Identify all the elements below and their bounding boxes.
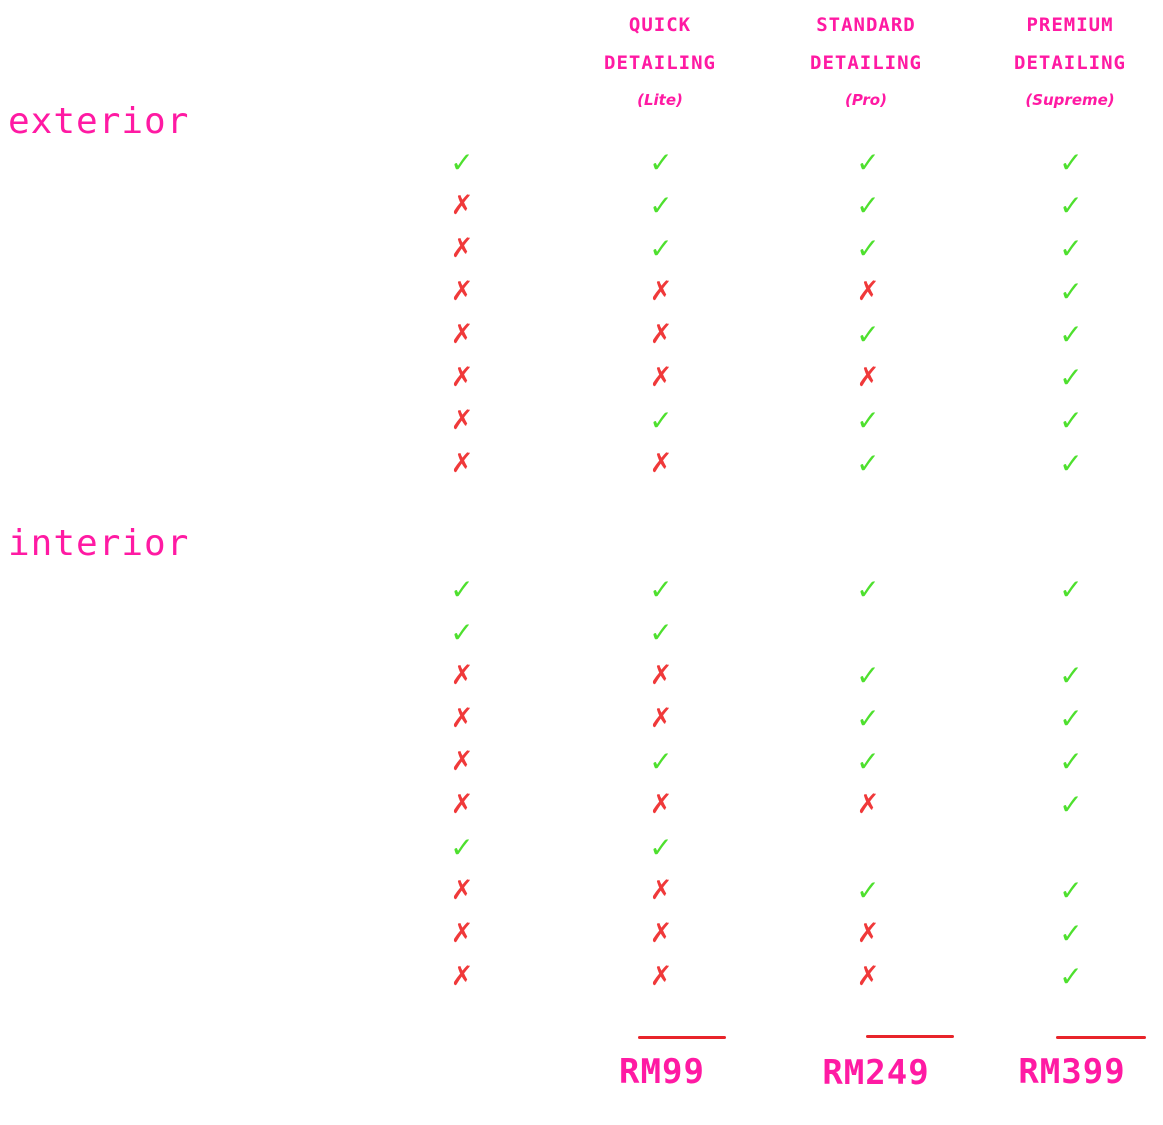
check-icon: ✓: [856, 874, 880, 907]
cross-icon: ✗: [649, 961, 673, 992]
cross-icon: ✗: [450, 789, 474, 820]
check-icon: ✓: [450, 146, 474, 179]
check-icon: ✓: [856, 232, 880, 265]
check-icon: ✓: [856, 702, 880, 735]
check-icon: ✓: [450, 831, 474, 864]
check-icon: ✓: [649, 404, 673, 437]
tier-subtitle: (Pro): [845, 91, 887, 109]
tier-type: DETAILING: [1014, 52, 1126, 74]
cross-icon: ✗: [450, 319, 474, 350]
check-icon: ✓: [856, 146, 880, 179]
tier-name: PREMIUM: [1026, 14, 1114, 36]
cross-icon: ✗: [450, 875, 474, 906]
cross-icon: ✗: [649, 362, 673, 393]
tier-header-standard: STANDARD DETAILING (Pro): [766, 6, 966, 120]
check-icon: ✓: [649, 232, 673, 265]
cross-icon: ✗: [856, 789, 880, 820]
check-icon: ✓: [856, 404, 880, 437]
section-title-interior: interior: [8, 523, 190, 564]
check-icon: ✓: [1059, 404, 1083, 437]
cross-icon: ✗: [649, 875, 673, 906]
check-icon: ✓: [649, 616, 673, 649]
check-icon: ✓: [649, 573, 673, 606]
cross-icon: ✗: [450, 405, 474, 436]
cross-icon: ✗: [649, 789, 673, 820]
check-icon: ✓: [1059, 917, 1083, 950]
check-icon: ✓: [649, 189, 673, 222]
cross-icon: ✗: [649, 660, 673, 691]
price-underline: [866, 1035, 954, 1038]
price-underline: [1056, 1036, 1146, 1039]
tier-subtitle: (Supreme): [1025, 91, 1115, 109]
check-icon: ✓: [856, 447, 880, 480]
check-icon: ✓: [856, 189, 880, 222]
check-icon: ✓: [1059, 361, 1083, 394]
cross-icon: ✗: [450, 233, 474, 264]
check-icon: ✓: [856, 745, 880, 778]
check-icon: ✓: [1059, 232, 1083, 265]
check-icon: ✓: [1059, 275, 1083, 308]
tier-type: DETAILING: [604, 52, 716, 74]
price-underline: [638, 1036, 726, 1039]
cross-icon: ✗: [649, 319, 673, 350]
check-icon: ✓: [856, 318, 880, 351]
tier-header-premium: PREMIUM DETAILING (Supreme): [970, 6, 1163, 120]
check-icon: ✓: [1059, 702, 1083, 735]
price-quick: RM99: [619, 1052, 705, 1092]
check-icon: ✓: [649, 146, 673, 179]
tier-type: DETAILING: [810, 52, 922, 74]
tier-subtitle: (Lite): [637, 91, 683, 109]
cross-icon: ✗: [450, 961, 474, 992]
cross-icon: ✗: [450, 918, 474, 949]
check-icon: ✓: [1059, 573, 1083, 606]
price-standard: RM249: [822, 1053, 930, 1093]
cross-icon: ✗: [450, 703, 474, 734]
check-icon: ✓: [1059, 960, 1083, 993]
check-icon: ✓: [1059, 146, 1083, 179]
check-icon: ✓: [1059, 189, 1083, 222]
check-icon: ✓: [649, 745, 673, 778]
tier-name: STANDARD: [816, 14, 916, 36]
check-icon: ✓: [649, 831, 673, 864]
cross-icon: ✗: [649, 448, 673, 479]
check-icon: ✓: [856, 659, 880, 692]
cross-icon: ✗: [450, 276, 474, 307]
check-icon: ✓: [450, 573, 474, 606]
check-icon: ✓: [1059, 318, 1083, 351]
check-icon: ✓: [1059, 788, 1083, 821]
cross-icon: ✗: [856, 961, 880, 992]
check-icon: ✓: [1059, 874, 1083, 907]
price-premium: RM399: [1018, 1052, 1126, 1092]
check-icon: ✓: [856, 573, 880, 606]
section-title-exterior: exterior: [8, 101, 190, 142]
cross-icon: ✗: [450, 746, 474, 777]
cross-icon: ✗: [649, 703, 673, 734]
cross-icon: ✗: [856, 362, 880, 393]
cross-icon: ✗: [450, 660, 474, 691]
tier-name: QUICK: [628, 14, 692, 36]
tier-header-quick: QUICK DETAILING (Lite): [560, 6, 760, 120]
check-icon: ✓: [1059, 659, 1083, 692]
cross-icon: ✗: [450, 190, 474, 221]
cross-icon: ✗: [856, 276, 880, 307]
cross-icon: ✗: [450, 362, 474, 393]
cross-icon: ✗: [649, 918, 673, 949]
check-icon: ✓: [1059, 447, 1083, 480]
check-icon: ✓: [1059, 745, 1083, 778]
check-icon: ✓: [450, 616, 474, 649]
cross-icon: ✗: [856, 918, 880, 949]
cross-icon: ✗: [450, 448, 474, 479]
cross-icon: ✗: [649, 276, 673, 307]
